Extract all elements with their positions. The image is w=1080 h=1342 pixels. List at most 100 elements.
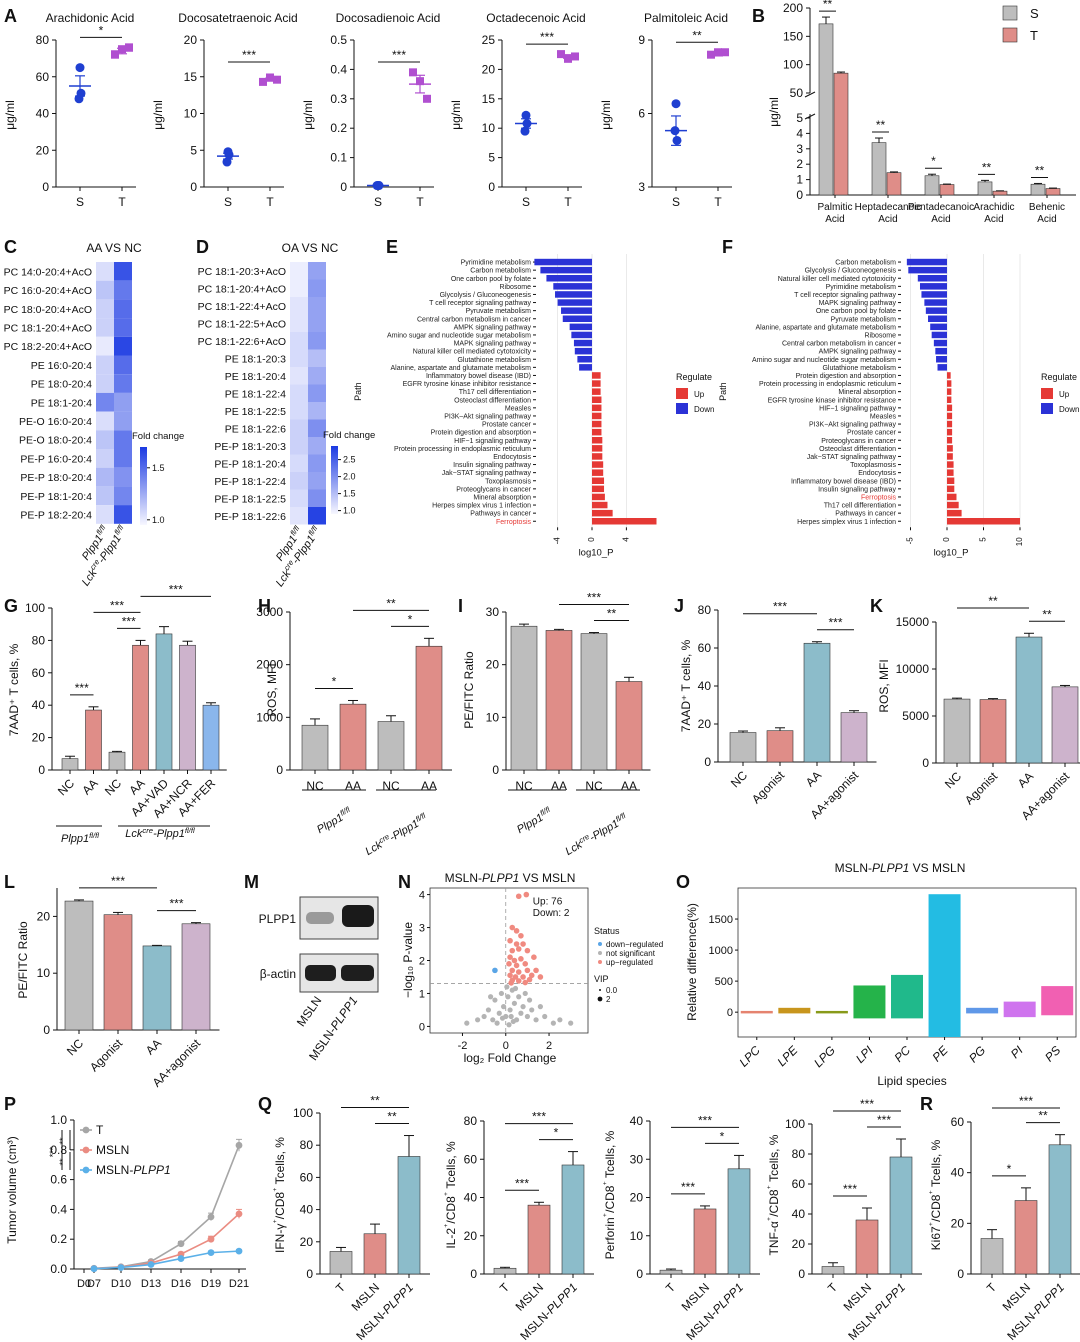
panel-c-cell xyxy=(114,392,132,412)
panel-b-y-tick-label: 200 xyxy=(783,1,803,15)
panel-b-legend-swatch xyxy=(1002,5,1018,21)
panel-e-path-label: Toxoplasmosis xyxy=(485,478,531,485)
panel-o-x-label: PE xyxy=(929,1043,951,1065)
panel-c-colorbar-tick-label: 1.0 xyxy=(152,515,165,525)
panel-q4-x-label: T xyxy=(825,1280,841,1296)
panel-n-point-ns xyxy=(485,1007,492,1013)
panel-e-bar xyxy=(592,380,601,387)
panel-j-sig-label: *** xyxy=(828,616,842,630)
panel-g-x-label: AA xyxy=(79,776,100,797)
panel-b-bar xyxy=(977,181,993,196)
panel-a-point xyxy=(224,150,234,160)
panel-p-point xyxy=(235,1210,243,1218)
panel-l-bar xyxy=(64,900,94,1031)
panel-n-point-up xyxy=(509,924,516,931)
panel-c-row-label: PC 18:2-20:4+AcO xyxy=(4,341,92,353)
panel-b-bar xyxy=(992,190,1008,196)
panel-a-y-tick-label: 9 xyxy=(638,33,645,47)
panel-e-path-label: Insulin signaling pathway xyxy=(453,462,531,469)
panel-a-sig-label: ** xyxy=(692,28,702,42)
panel-a-x-label: S xyxy=(522,195,530,209)
panel-h-sig-label: * xyxy=(408,612,413,626)
panel-c-cell xyxy=(114,299,132,319)
panel-h-sig-label: ** xyxy=(386,596,396,610)
panel-c-row-label: PE 18:1-20:4 xyxy=(31,397,92,409)
panel-f-bar xyxy=(947,380,952,387)
panel-a-x-label: S xyxy=(374,195,382,209)
panel-f-path-label: Natural killer cell mediated cytotoxicit… xyxy=(778,276,897,283)
panel-d-cell xyxy=(290,472,308,490)
panel-e-bar xyxy=(592,453,603,460)
panel-n-y-tick-label: 4 xyxy=(419,890,425,902)
panel-e-path-label: Jak−STAT signaling pathway xyxy=(442,470,532,477)
panel-q4-sig-label: *** xyxy=(877,1113,891,1127)
panel-c-cell xyxy=(114,318,132,337)
panel-n-point-ns xyxy=(505,994,511,1000)
panel-b-x-label: Acid xyxy=(984,214,1003,225)
panel-q2-sig-label: * xyxy=(554,1126,559,1140)
panel-k-bar xyxy=(1051,686,1079,764)
panel-f-path-label: Jak−STAT signaling pathway xyxy=(807,454,897,461)
panel-q4-y-tick-label: 100 xyxy=(785,1117,805,1131)
panel-b-sig-label: ** xyxy=(982,160,992,174)
panel-c-row-label: PC 14:0-20:4+AcO xyxy=(4,266,92,278)
panel-d-row-label: PE 18:1-22:5 xyxy=(225,406,286,418)
panel-b-legend-swatch xyxy=(1002,27,1018,43)
panel-e-xlabel: log10_P xyxy=(579,547,614,558)
panel-n-point-ns xyxy=(499,1015,506,1021)
panel-b-y-tick-label: 0 xyxy=(796,188,803,202)
panel-e-path-label: PI3K–Akt signaling pathway xyxy=(444,413,531,420)
panel-letter-C: C xyxy=(4,237,17,257)
panel-q4-ylabel: TNF-α⁺/CD8⁺ Tcells, % xyxy=(765,1134,781,1255)
panel-n-legend-label: down−regulated xyxy=(606,940,663,949)
panel-i-x-label: NC xyxy=(585,779,603,793)
panel-d-row-label: PE 18:1-20:4 xyxy=(225,371,286,383)
panel-a-title: Palmitoleic Acid xyxy=(644,11,728,25)
panel-c-row-label: PC 18:0-20:4+AcO xyxy=(4,304,92,316)
panel-n-point-up xyxy=(520,974,526,980)
panel-c-row-label: PE-O 16:0-20:4 xyxy=(19,416,92,428)
panel-letter-H: H xyxy=(258,596,271,616)
panel-a-sig-label: *** xyxy=(242,48,256,62)
panel-c-row-label: PE 18:0-20:4 xyxy=(31,379,92,391)
panel-m-row-label: β-actin xyxy=(260,967,296,981)
panel-f-bar xyxy=(947,461,954,468)
panel-g-group-label: Lckcre-Plpp1fl/fl xyxy=(125,826,195,841)
panel-a-y-tick-label: 5 xyxy=(488,151,495,165)
panel-f-bar xyxy=(947,509,962,517)
panel-f-path-label: One carbon pool by folate xyxy=(816,308,896,315)
panel-c-row-label: PE-O 18:0-20:4 xyxy=(19,435,92,447)
panel-n-point-ns xyxy=(510,1018,516,1025)
panel-d-title: OA VS NC xyxy=(282,241,339,255)
panel-a-point xyxy=(557,50,565,59)
panel-f-bar xyxy=(928,315,947,322)
panel-f-bar xyxy=(947,404,953,412)
panel-e-bar xyxy=(577,356,592,363)
panel-p-legend-label: MSLN-PLPP1 xyxy=(96,1163,171,1177)
panel-q1-y-tick-label: 40 xyxy=(300,1203,314,1217)
panel-n-point-up xyxy=(506,960,512,967)
panel-p-point xyxy=(177,1240,185,1248)
panel-f-path-label: Inflammatory bowel disease (IBD) xyxy=(791,478,896,485)
panel-b-sig-label: * xyxy=(931,154,936,168)
panel-b-axis-break xyxy=(804,91,816,98)
panel-j-x-label: Agonist xyxy=(749,768,788,807)
panel-f-legend-swatch xyxy=(1041,388,1053,399)
panel-b-bar xyxy=(939,184,955,196)
panel-a-point xyxy=(266,73,274,82)
panel-f-bar xyxy=(947,493,957,501)
panel-a-sig-label: *** xyxy=(392,48,406,62)
panel-a-y-tick-label: 80 xyxy=(36,33,50,47)
panel-f-bar xyxy=(935,347,947,355)
panel-a-x-label: T xyxy=(118,195,126,209)
panel-d-cell xyxy=(308,262,326,280)
panel-n-point-ns xyxy=(542,1013,548,1020)
panel-n-point-ns xyxy=(504,984,510,990)
panel-e-path-label: Proteoglycans in cancer xyxy=(456,486,531,493)
panel-p-y-tick-label: 0.6 xyxy=(50,1173,67,1187)
panel-f-bar xyxy=(931,331,947,339)
panel-b-sig-label: ** xyxy=(1035,163,1045,177)
panel-b-y-tick-label: 5 xyxy=(796,111,803,125)
panel-n-point-up xyxy=(507,937,513,944)
